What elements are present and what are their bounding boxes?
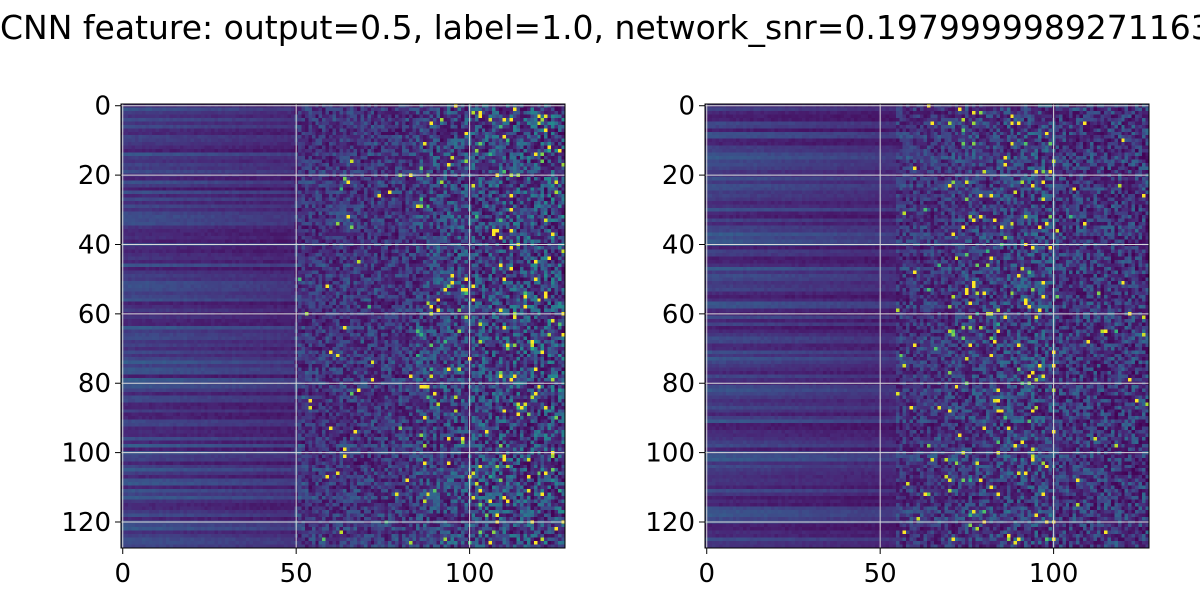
x-tick-label: 100 xyxy=(1029,559,1079,589)
x-tick-label: 50 xyxy=(864,559,897,589)
y-tick-label: 0 xyxy=(94,92,111,122)
x-tick-label: 0 xyxy=(114,559,131,589)
heatmap-image-left xyxy=(121,104,565,548)
y-tick-label: 100 xyxy=(61,439,111,469)
x-tick-label: 100 xyxy=(445,559,495,589)
axes-frame-right xyxy=(704,103,1150,549)
y-tick-label: 100 xyxy=(645,439,695,469)
y-tick-label: 120 xyxy=(61,508,111,538)
heatmap-panel-left: 0 50 100 0 20 40 60 80 100 120 xyxy=(61,92,566,589)
y-tick-label: 80 xyxy=(662,369,695,399)
x-tick-label: 0 xyxy=(698,559,715,589)
y-tick-label: 60 xyxy=(662,300,695,330)
y-tick-label: 0 xyxy=(678,92,695,122)
y-tick-label: 80 xyxy=(78,369,111,399)
axes-frame-left xyxy=(120,103,566,549)
figure-title-text: CNN feature: output=0.5, label=1.0, netw… xyxy=(0,8,1200,47)
heatmap-image-right xyxy=(705,104,1149,548)
y-tick-label: 40 xyxy=(78,230,111,260)
figure-title: CNN feature: output=0.5, label=1.0, netw… xyxy=(0,8,1200,56)
y-tick-label: 60 xyxy=(78,300,111,330)
x-tick-label: 50 xyxy=(280,559,313,589)
y-tick-label: 20 xyxy=(662,161,695,191)
y-tick-label: 20 xyxy=(78,161,111,191)
y-tick-label: 120 xyxy=(645,508,695,538)
heatmap-panel-right: 0 50 100 0 20 40 60 80 100 120 xyxy=(645,92,1150,589)
y-tick-label: 40 xyxy=(662,230,695,260)
